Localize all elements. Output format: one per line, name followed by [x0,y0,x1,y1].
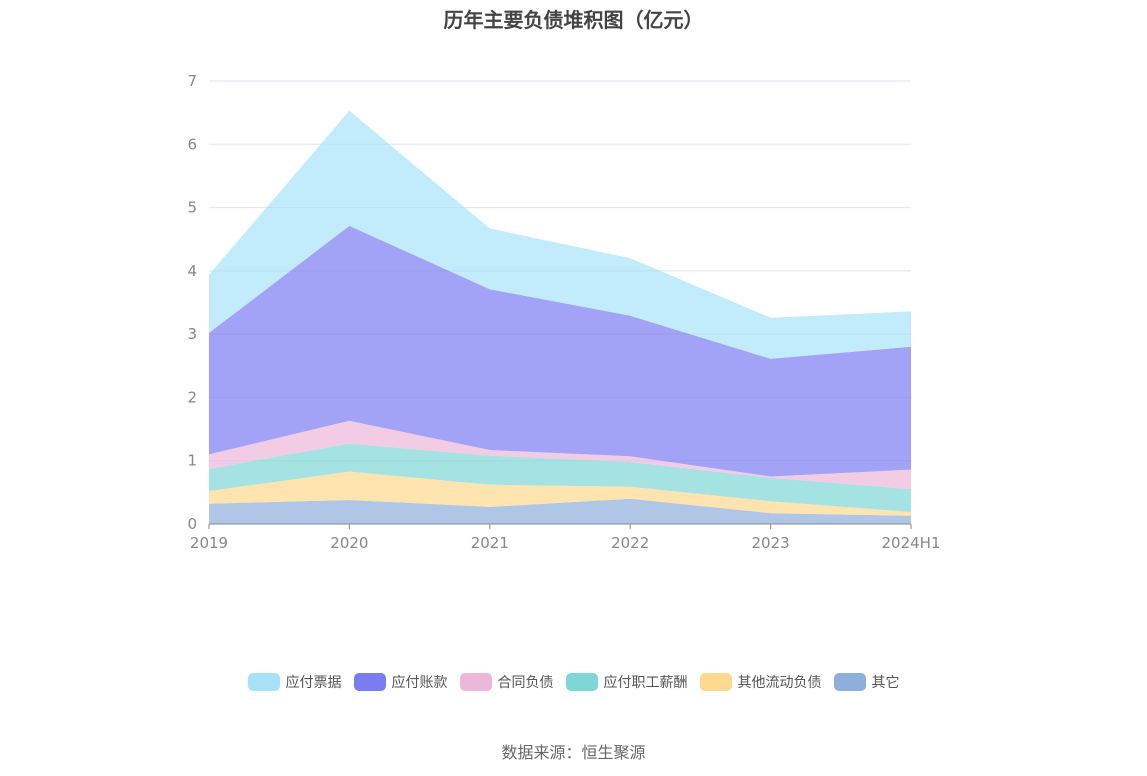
y-tick-label: 7 [187,72,197,90]
legend-swatch [247,673,280,691]
x-tick-label: 2019 [190,534,228,552]
legend-swatch [833,673,866,691]
area-应付票据 [209,110,911,359]
x-tick-label: 2023 [752,534,790,552]
axes: 0 1 2 3 4 5 6 7 2019 2020 2021 2022 2023 2024H1 [187,72,940,552]
legend-swatch [459,673,492,691]
chart-title: 历年主要负债堆积图（亿元） [443,8,704,32]
legend-item-other[interactable]: 其它 [833,672,900,692]
x-tick-label: 2020 [330,534,368,552]
legend-item-other-current-liabilities[interactable]: 其他流动负债 [699,672,822,692]
area-其他流动负债 [209,471,911,516]
area-其它 [209,498,911,524]
x-tick-label: 2022 [611,534,649,552]
y-tick-label: 3 [187,325,197,343]
y-tick-label: 1 [187,452,197,470]
y-tick-label: 2 [187,388,197,406]
y-tick-label: 0 [187,515,197,533]
legend-item-contract-liabilities[interactable]: 合同负债 [459,672,554,692]
legend-label: 应付票据 [285,675,342,691]
legend-label: 应付职工薪酬 [603,675,688,691]
legend-swatch [565,673,598,691]
x-tick-label: 2024H1 [882,534,941,552]
y-tick-label: 5 [187,199,197,217]
legend: 应付票据 应付账款 合同负债 应付职工薪酬 其他流动负债 其它 [0,672,1147,692]
legend-label: 应付账款 [391,675,448,691]
legend-item-accounts-payable[interactable]: 应付账款 [353,672,448,692]
legend-swatch [699,673,732,691]
data-source: 数据来源：恒生聚源 [501,743,646,762]
x-tick-label: 2021 [471,534,509,552]
area-应付职工薪酬 [209,443,911,512]
legend-label: 其他流动负债 [737,675,822,691]
legend-label: 合同负债 [497,675,554,691]
area-应付账款 [209,225,911,477]
legend-item-notes-payable[interactable]: 应付票据 [247,672,342,692]
legend-item-employee-payable[interactable]: 应付职工薪酬 [565,672,688,692]
area-合同负债 [209,420,911,490]
area-series [209,110,911,524]
legend-swatch [353,673,386,691]
legend-label: 其它 [871,675,900,691]
y-tick-label: 6 [187,135,197,153]
y-tick-label: 4 [187,262,197,280]
